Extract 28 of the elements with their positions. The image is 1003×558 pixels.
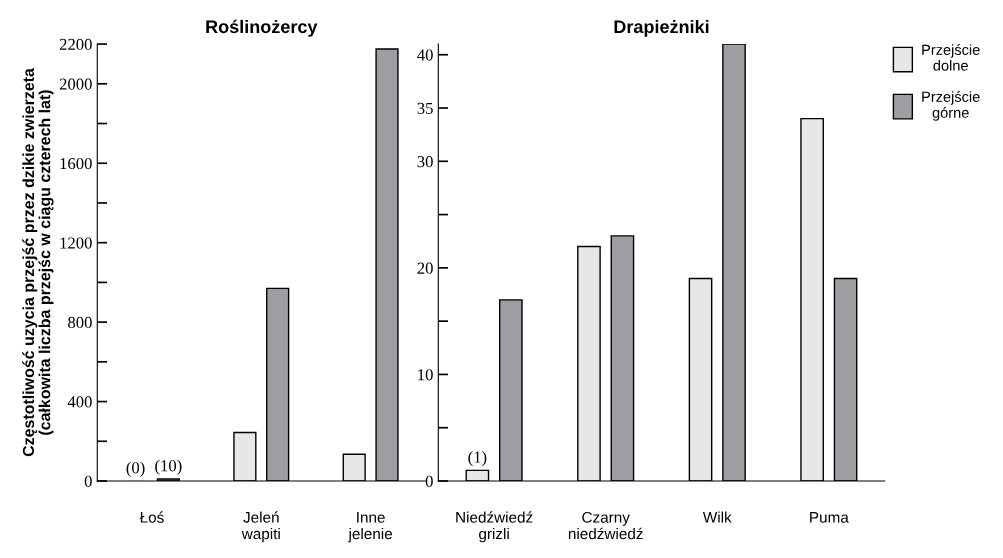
y-tick-label: 0: [425, 475, 433, 487]
y-tick-label: 35: [417, 102, 433, 114]
y-axis-title: Częstotliwość uzycia przejść przez dzikie zwierzeta (całkowita liczba przejśc w ciągu czterech lat): [22, 68, 54, 457]
x-tick-label: Wilk: [702, 511, 732, 523]
x-tick-label: Inne jelenie: [348, 512, 393, 543]
x-tick-label: Niedźwiedź grizli: [456, 511, 533, 543]
data-label: (1): [468, 451, 487, 467]
y-tick-label: 20: [417, 262, 433, 274]
y-tick-label: 1600: [60, 157, 92, 170]
chart-title: Drapieżniki: [614, 19, 709, 37]
data-label: (0): [126, 461, 145, 477]
y-tick-label: 10: [418, 369, 433, 381]
chart-title: Roślinożercy: [206, 19, 318, 37]
y-tick-label: 40: [417, 49, 433, 61]
legend-label: Przejście dolne: [922, 44, 980, 71]
x-tick-label: Jeleń wapiti: [241, 511, 280, 543]
y-tick-label: 0: [84, 475, 92, 487]
y-tick-label: 2200: [59, 38, 92, 51]
x-tick-label: Puma: [810, 512, 849, 523]
y-tick-label: 800: [68, 316, 92, 329]
y-tick-label: 2000: [59, 78, 92, 90]
x-tick-label: Łoś: [139, 511, 164, 523]
y-tick-label: 30: [417, 156, 433, 168]
y-tick-label: 400: [67, 396, 92, 408]
y-tick-label: 1200: [60, 237, 92, 249]
data-label: (10): [155, 459, 182, 475]
x-tick-label: Czarny niedźwiedź: [568, 511, 643, 540]
legend-label: Przejście górne: [922, 91, 980, 121]
